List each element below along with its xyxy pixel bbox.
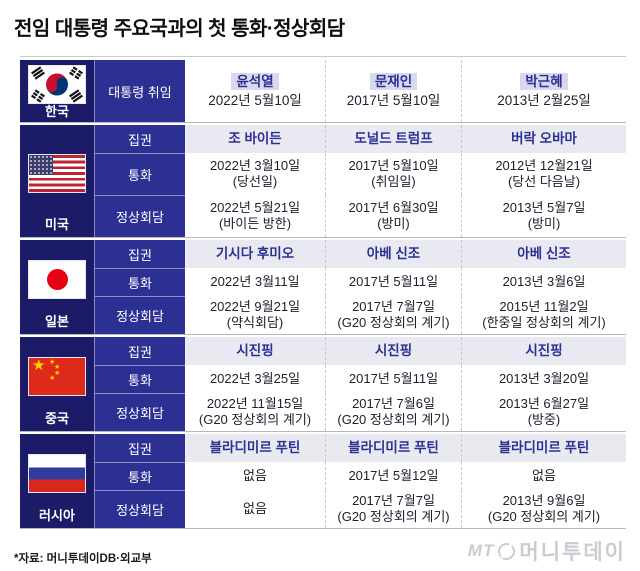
summit-cell: 2013년 5월7일 (방미) xyxy=(461,195,626,237)
call-cell: 없음 xyxy=(185,462,325,490)
summit-cell: 없음 xyxy=(185,490,325,528)
summit-cell: 2017년 7월7일 (G20 정상회의 계기) xyxy=(325,490,461,528)
china-flag-cell: ★ ★ ★ ★ ★ 중국 xyxy=(20,337,94,431)
call-cell: 2022년 3월10일 (당선일) xyxy=(185,153,325,195)
country-name: 중국 xyxy=(45,411,69,426)
country-block-korea: 한국 대통령 취임 윤석열 2022년 5월10일 문재인 2017년 5월10… xyxy=(20,60,626,123)
china-star: ★ xyxy=(54,369,61,377)
china-star: ★ xyxy=(49,374,56,382)
korea-cell: 문재인 2017년 5월10일 xyxy=(325,60,461,122)
summit-cell: 2017년 6월30일 (방미) xyxy=(325,195,461,237)
summit-cell: 2015년 11월2일 (한중일 정상회의 계기) xyxy=(461,296,626,334)
summit-cell: 2022년 5월21일 (바이든 방한) xyxy=(185,195,325,237)
source-note: *자료: 머니투데이DB·외교부 xyxy=(14,553,152,565)
call-cell: 2017년 5월10일 (취임일) xyxy=(325,153,461,195)
summit-cell: 2013년 9월6일 (G20 정상회의 계기) xyxy=(461,490,626,528)
china-star: ★ xyxy=(49,358,56,366)
flag-china-icon: ★ ★ ★ ★ ★ xyxy=(28,356,86,396)
country-block-usa: 미국 집권 조 바이든 도널드 트럼프 버락 오바마 통화 2022년 3월10… xyxy=(20,125,626,238)
usa-canton xyxy=(29,154,53,175)
china-star: ★ xyxy=(54,363,61,371)
korea-flag-cell: 한국 xyxy=(20,60,94,122)
leader-cell: 아베 신조 xyxy=(325,240,461,268)
mt-monogram: MT xyxy=(467,541,495,560)
leader-cell: 시진핑 xyxy=(185,337,325,365)
leader-cell: 조 바이든 xyxy=(185,125,325,153)
korea-cell: 박근혜 2013년 2월25일 xyxy=(461,60,626,122)
japan-flag-cell: 일본 xyxy=(20,240,94,334)
summit-table: 한국 대통령 취임 윤석열 2022년 5월10일 문재인 2017년 5월10… xyxy=(20,56,626,529)
call-cell: 2022년 3월11일 xyxy=(185,268,325,296)
page-title: 전임 대통령 주요국과의 첫 통화·정상회담 xyxy=(14,18,345,40)
inauguration-date: 2013년 2월25일 xyxy=(497,93,591,108)
leader-cell: 아베 신조 xyxy=(461,240,626,268)
president-name: 문재인 xyxy=(369,73,418,90)
row-label-summit: 정상회담 xyxy=(94,393,185,431)
leader-cell: 버락 오바마 xyxy=(461,125,626,153)
call-cell: 2012년 12월21일 (당선 다음날) xyxy=(461,153,626,195)
country-block-japan: 일본 집권 기시다 후미오 아베 신조 아베 신조 통화 2022년 3월11일… xyxy=(20,240,626,335)
publisher-name: 머니투데이 xyxy=(519,541,626,564)
flag-japan-icon xyxy=(28,259,86,299)
country-name: 미국 xyxy=(45,217,69,232)
korea-cell: 윤석열 2022년 5월10일 xyxy=(185,60,325,122)
country-name: 러시아 xyxy=(39,508,75,523)
usa-flag-cell: 미국 xyxy=(20,125,94,237)
row-label-summit: 정상회담 xyxy=(94,296,185,334)
flag-south-korea-icon xyxy=(28,64,86,104)
call-cell: 2022년 3월25일 xyxy=(185,365,325,393)
leader-cell: 도널드 트럼프 xyxy=(325,125,461,153)
president-name: 박근혜 xyxy=(520,73,568,90)
row-label-leader: 집권 xyxy=(94,337,185,365)
flag-usa-icon xyxy=(28,153,86,193)
call-cell: 2017년 5월11일 xyxy=(325,365,461,393)
summit-cell: 2022년 11월15일 (G20 정상회의 계기) xyxy=(185,393,325,431)
call-cell: 2013년 3월6일 xyxy=(461,268,626,296)
call-cell: 2017년 5월12일 xyxy=(325,462,461,490)
summit-cell: 2013년 6월27일 (방중) xyxy=(461,393,626,431)
summit-cell: 2017년 7월7일 (G20 정상회의 계기) xyxy=(325,296,461,334)
country-name: 한국 xyxy=(45,104,69,119)
row-label-inauguration: 대통령 취임 xyxy=(94,60,185,122)
flag-russia-icon xyxy=(28,453,86,493)
inauguration-date: 2017년 5월10일 xyxy=(346,93,441,108)
leader-cell: 블라디미르 푸틴 xyxy=(461,434,626,462)
japan-sun xyxy=(46,268,68,290)
row-label-call: 통화 xyxy=(94,365,185,393)
mt-symbol-icon xyxy=(498,542,516,560)
summit-cell: 2022년 9월21일 (약식회담) xyxy=(185,296,325,334)
leader-cell: 기시다 후미오 xyxy=(185,240,325,268)
leader-cell: 시진핑 xyxy=(461,337,626,365)
call-cell: 2013년 3월20일 xyxy=(461,365,626,393)
row-label-call: 통화 xyxy=(94,153,185,195)
row-label-leader: 집권 xyxy=(94,434,185,462)
footer: *자료: 머니투데이DB·외교부 MT 머니투데이 xyxy=(14,536,626,566)
russia-flag-cell: 러시아 xyxy=(20,434,94,528)
country-name: 일본 xyxy=(45,314,69,329)
inauguration-date: 2022년 5월10일 xyxy=(208,93,302,108)
leader-cell: 블라디미르 푸틴 xyxy=(325,434,461,462)
leader-cell: 시진핑 xyxy=(325,337,461,365)
leader-cell: 블라디미르 푸틴 xyxy=(185,434,325,462)
call-cell: 없음 xyxy=(461,462,626,490)
president-name: 윤석열 xyxy=(231,73,279,90)
row-label-summit: 정상회담 xyxy=(94,490,185,528)
china-star: ★ xyxy=(32,356,46,374)
call-cell: 2017년 5월11일 xyxy=(325,268,461,296)
summit-cell: 2017년 7월6일 (G20 정상회의 계기) xyxy=(325,393,461,431)
row-label-call: 통화 xyxy=(94,268,185,296)
country-block-china: ★ ★ ★ ★ ★ 중국 집권 시진핑 시진핑 시진핑 통화 2022년 3월2… xyxy=(20,337,626,432)
row-label-call: 통화 xyxy=(94,462,185,490)
country-block-russia: 러시아 집권 블라디미르 푸틴 블라디미르 푸틴 블라디미르 푸틴 통화 없음 … xyxy=(20,434,626,529)
row-label-leader: 집권 xyxy=(94,240,185,268)
row-label-summit: 정상회담 xyxy=(94,195,185,237)
publisher-logo: MT 머니투데이 xyxy=(468,536,626,566)
row-label-leader: 집권 xyxy=(94,125,185,153)
